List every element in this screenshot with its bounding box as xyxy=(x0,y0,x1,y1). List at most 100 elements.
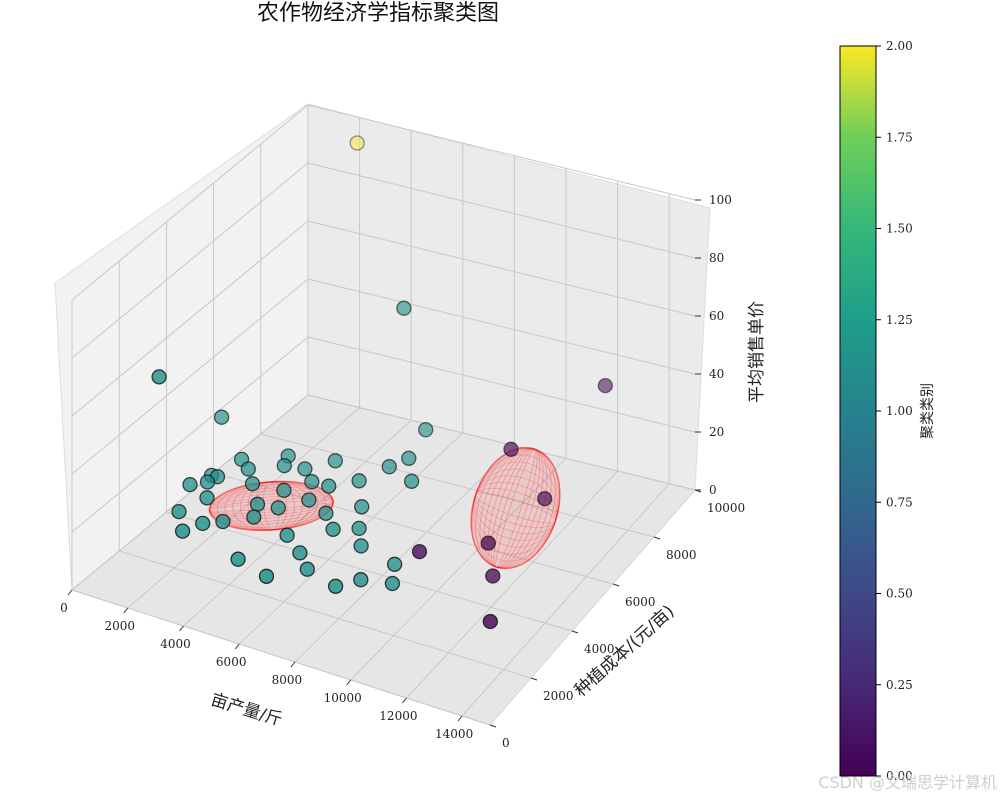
point-cluster-1 xyxy=(301,492,317,508)
point-cluster-0 xyxy=(503,441,519,457)
z-axis-label: 平均销售单价 xyxy=(747,301,767,403)
point-cluster-1 xyxy=(299,561,315,577)
point-cluster-1 xyxy=(230,551,246,567)
point-cluster-1 xyxy=(396,300,412,316)
watermark: CSDN @文瑞思学计算机 xyxy=(818,773,997,792)
point-cluster-1 xyxy=(327,453,343,469)
y-tick-mark xyxy=(571,630,579,634)
point-cluster-1 xyxy=(418,422,434,438)
colorbar-tick-label: 1.00 xyxy=(886,404,913,418)
x-tick-label: 10000 xyxy=(324,691,362,705)
colorbar-ticks: 0.00 0.25 0.50 0.75 1.00 1.25 1.50 1.75 2.00 xyxy=(876,39,913,783)
x-tick-label: 2000 xyxy=(104,619,135,633)
grid-line-z-back xyxy=(307,162,696,259)
y-tick-label: 6000 xyxy=(625,595,656,609)
scatter-points xyxy=(151,135,613,630)
point-cluster-1 xyxy=(325,521,341,537)
colorbar-tick-label: 1.25 xyxy=(886,313,913,327)
colorbar-tick-label: 0.50 xyxy=(886,587,913,601)
point-cluster-1 xyxy=(246,509,262,525)
grid-line-z-side xyxy=(71,278,309,475)
colorbar-tick-label: 1.50 xyxy=(886,222,913,236)
grid-line-z-side xyxy=(71,394,309,591)
y-tick-label: 0 xyxy=(502,736,510,750)
grid-line-z-back xyxy=(307,394,696,491)
x-tick-label: 12000 xyxy=(379,709,417,723)
x-tick-mark xyxy=(179,625,184,632)
point-cluster-1 xyxy=(351,473,367,489)
x-tick-mark xyxy=(234,643,240,650)
x-tick-label: 0 xyxy=(60,601,68,615)
grid-line-x-floor xyxy=(127,407,360,609)
grid-line-z-back xyxy=(307,278,696,375)
point-cluster-1 xyxy=(244,476,261,492)
point-cluster-0 xyxy=(537,491,553,507)
grid-line-z-side xyxy=(71,220,309,417)
grid-line-y-floor xyxy=(71,589,491,726)
y-tick-label: 2000 xyxy=(543,689,574,703)
x-tick-label: 14000 xyxy=(435,727,473,741)
grid-line-x-floor xyxy=(183,419,412,627)
point-cluster-2 xyxy=(349,135,365,151)
grid-line-x-floor xyxy=(294,445,515,663)
chart-title: 农作物经济学指标聚类图 xyxy=(257,1,499,26)
point-cluster-1 xyxy=(171,503,187,520)
grid-line-y-floor xyxy=(260,433,655,538)
y-tick-mark xyxy=(653,536,661,540)
point-cluster-1 xyxy=(403,473,420,489)
point-cluster-0 xyxy=(480,535,496,551)
y-tick-mark xyxy=(612,583,620,587)
grid-line-z-back xyxy=(307,104,696,201)
grid-line-z-side xyxy=(71,162,309,359)
point-cluster-1 xyxy=(304,474,320,490)
x-tick-mark xyxy=(67,589,73,596)
colorbar-label: 聚类类别 xyxy=(920,383,936,439)
point-cluster-1 xyxy=(353,572,369,588)
point-cluster-1 xyxy=(354,499,370,515)
grid-line-z-back xyxy=(307,336,696,433)
point-cluster-1 xyxy=(215,513,231,530)
point-cluster-1 xyxy=(386,556,403,572)
x-tick-mark xyxy=(402,697,407,704)
grid-lines xyxy=(71,104,696,726)
point-cluster-1 xyxy=(353,538,369,554)
point-cluster-1 xyxy=(199,490,215,506)
grid-line-x-floor xyxy=(461,483,670,717)
colorbar-tick-label: 0.00 xyxy=(886,769,913,783)
z-tick-label: 80 xyxy=(709,251,724,265)
point-cluster-1 xyxy=(151,369,167,385)
point-cluster-1 xyxy=(381,459,397,475)
x-tick-mark xyxy=(123,607,129,614)
grid-line-x-floor xyxy=(238,432,464,645)
grid-line-z-side xyxy=(71,104,309,301)
point-cluster-1 xyxy=(318,505,334,521)
y-tick-mark xyxy=(530,677,538,681)
y-tick-label: 4000 xyxy=(584,642,615,656)
point-cluster-1 xyxy=(401,450,417,466)
x-tick-label: 4000 xyxy=(160,637,191,651)
z-tick-label: 0 xyxy=(709,483,717,497)
x-axis-label: 亩产量/斤 xyxy=(208,690,284,731)
point-cluster-1 xyxy=(240,461,256,477)
point-cluster-1 xyxy=(292,545,308,561)
x-tick-mark xyxy=(290,661,296,668)
point-cluster-0 xyxy=(485,568,501,584)
point-cluster-1 xyxy=(199,474,216,490)
point-cluster-1 xyxy=(249,496,266,512)
point-cluster-1 xyxy=(279,527,295,543)
point-cluster-1 xyxy=(321,478,337,494)
point-cluster-1 xyxy=(351,520,367,537)
grid-line-z-back xyxy=(307,220,696,317)
x-tick-mark xyxy=(457,715,463,722)
colorbar xyxy=(839,45,877,777)
grid-line-y-floor xyxy=(166,511,573,632)
colorbar-tick-label: 1.75 xyxy=(886,130,913,144)
point-cluster-0 xyxy=(411,543,428,560)
colorbar-tick-label: 0.25 xyxy=(886,678,913,692)
point-cluster-1 xyxy=(327,578,344,594)
grid-line-y-floor xyxy=(119,550,532,679)
point-cluster-1 xyxy=(276,482,292,498)
y-tick-label: 10000 xyxy=(707,501,745,515)
x-tick-mark xyxy=(346,679,352,686)
